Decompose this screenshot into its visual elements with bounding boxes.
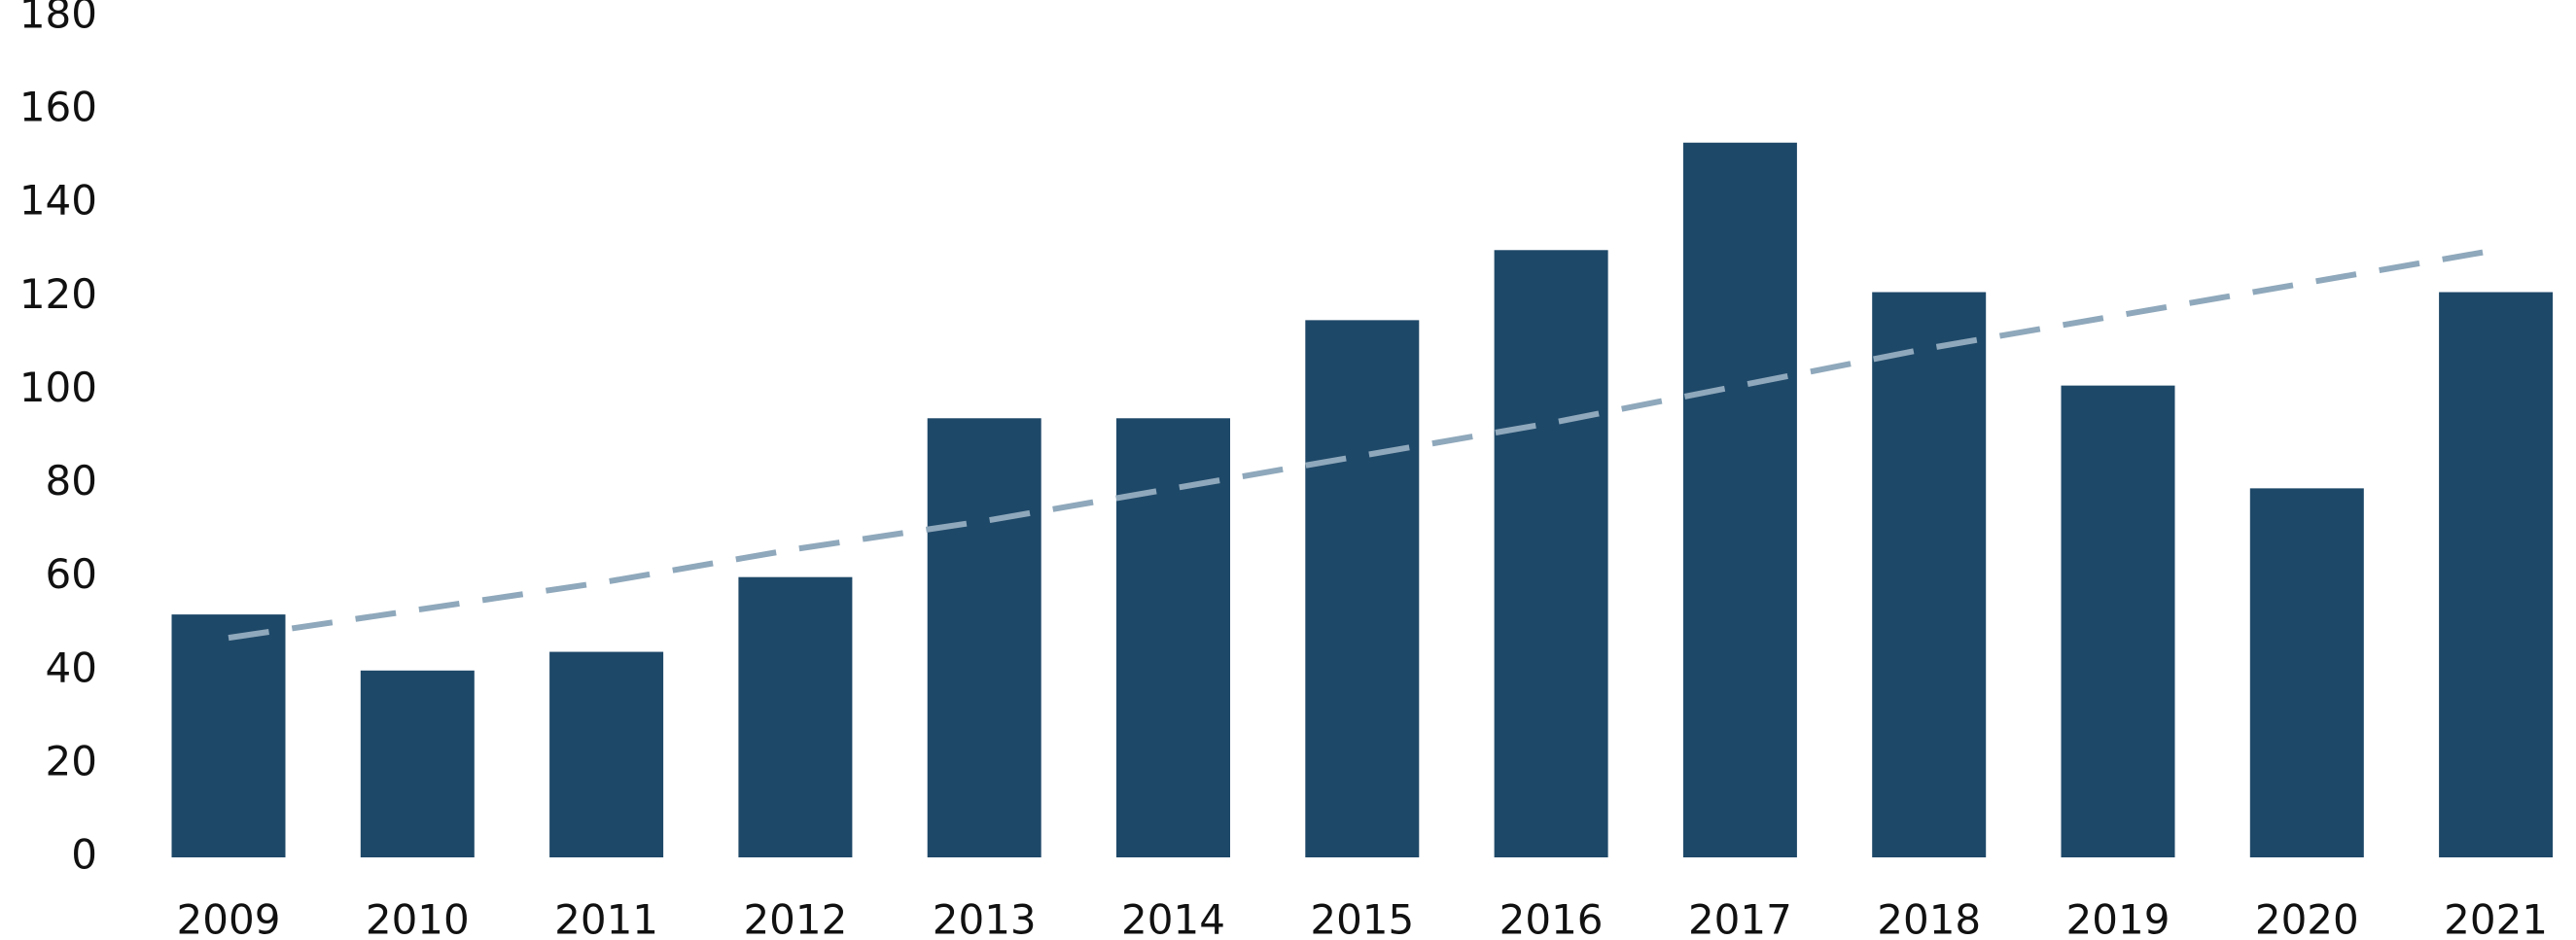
- y-tick-label: 60: [46, 550, 97, 598]
- y-tick-label: 80: [46, 457, 97, 505]
- x-tick-label: 2018: [1877, 896, 1981, 940]
- bar: [1494, 250, 1608, 857]
- y-tick-label: 140: [19, 177, 97, 225]
- x-tick-label: 2014: [1121, 896, 1225, 940]
- x-tick-label: 2020: [2255, 896, 2359, 940]
- x-tick-label: 2009: [177, 896, 281, 940]
- y-tick-label: 120: [19, 270, 97, 318]
- x-tick-label: 2016: [1500, 896, 1604, 940]
- bar: [1116, 418, 1230, 857]
- bar: [738, 576, 853, 857]
- y-tick-label: 180: [19, 0, 97, 38]
- bar: [1872, 292, 1987, 857]
- bar: [549, 651, 664, 857]
- x-tick-label: 2012: [743, 896, 847, 940]
- bar: [2249, 488, 2364, 857]
- bar: [1305, 320, 1420, 858]
- bar: [2061, 385, 2175, 857]
- x-tick-label: 2011: [554, 896, 658, 940]
- bar: [360, 670, 475, 857]
- y-tick-label: 100: [19, 364, 97, 411]
- x-tick-label: 2019: [2066, 896, 2170, 940]
- y-tick-label: 160: [19, 84, 97, 131]
- bar: [2439, 292, 2554, 857]
- bar: [1682, 142, 1797, 857]
- y-tick-label: 0: [71, 831, 97, 879]
- bar: [927, 418, 1041, 857]
- x-tick-label: 2017: [1688, 896, 1792, 940]
- x-tick-label: 2015: [1310, 896, 1414, 940]
- x-tick-label: 2021: [2444, 896, 2548, 940]
- y-tick-label: 40: [46, 644, 97, 691]
- x-tick-label: 2010: [366, 896, 470, 940]
- bar: [171, 614, 286, 857]
- y-tick-label: 20: [46, 737, 97, 784]
- x-tick-label: 2013: [933, 896, 1037, 940]
